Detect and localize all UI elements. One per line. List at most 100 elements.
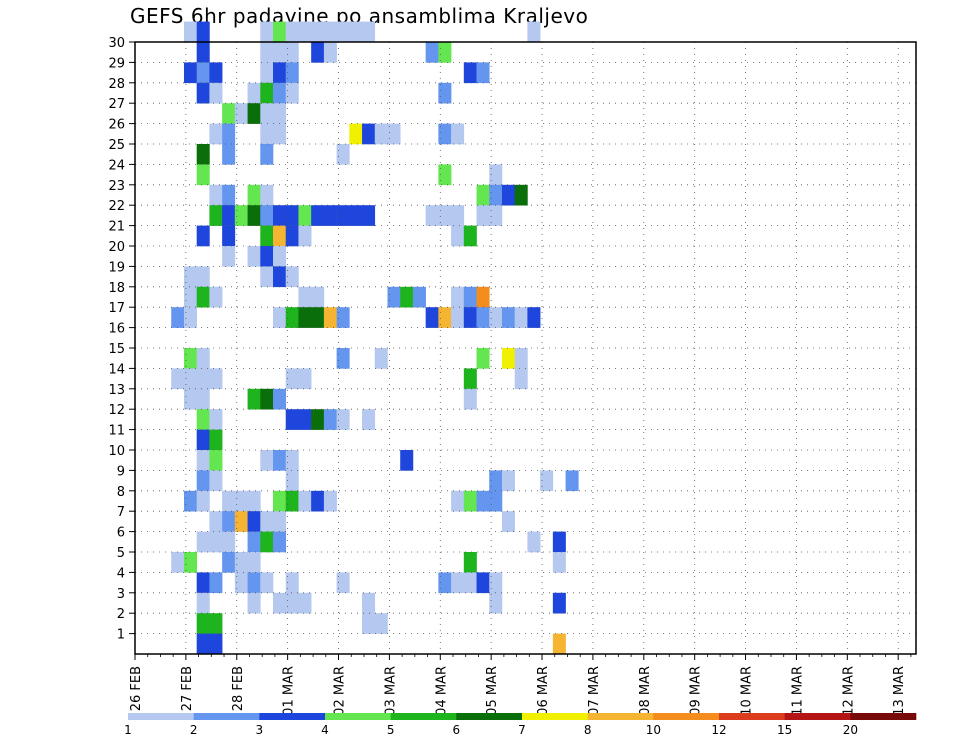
heatmap-cell [209,409,223,430]
heatmap-cell [273,246,287,267]
heatmap-cell [336,348,350,369]
heatmap-cell [514,368,528,390]
heatmap-cell [273,42,287,63]
colorbar-label: 4 [321,723,329,737]
heatmap-cell [298,592,312,614]
y-tick-label: 13 [108,383,125,398]
heatmap-cell [565,470,579,492]
heatmap-cell [209,123,223,145]
colorbar-label: 6 [453,723,461,737]
heatmap-cell [260,123,274,145]
heatmap-cell [183,21,197,43]
heatmap-cell [209,368,223,390]
heatmap-cell [183,368,197,390]
heatmap-cell [374,348,388,369]
heatmap-cell [451,225,465,247]
heatmap-cell [311,490,325,512]
x-tick-label: 09 MAR [689,666,704,716]
colorbar-label: 20 [843,723,858,737]
heatmap-cell [196,592,210,614]
heatmap-cell [247,552,261,573]
x-tick-label: 11 MAR [790,666,805,716]
heatmap-cell [387,286,401,308]
heatmap-cell [489,490,503,512]
heatmap-cell [400,450,414,471]
heatmap-cell [209,429,223,451]
x-tick-label: 04 MAR [434,666,449,716]
heatmap-cell [463,368,477,390]
heatmap-cell [463,572,477,594]
colorbar-label: 7 [518,723,526,737]
heatmap-cell [298,286,312,308]
y-tick-label: 2 [117,607,125,622]
heatmap-cell [273,21,287,43]
grid-group [135,41,916,654]
heatmap-cell [260,184,274,206]
heatmap-cell [234,490,248,512]
y-tick-label: 11 [108,424,125,439]
heatmap-cell [298,225,312,247]
heatmap-cell [171,552,185,573]
heatmap-cell [285,470,299,492]
heatmap-cell [260,266,274,288]
heatmap-cell [222,531,236,553]
heatmap-cell [234,511,248,532]
heatmap-cell [260,144,274,165]
heatmap-cell [311,409,325,430]
colorbar-label: 1 [124,723,132,737]
heatmap-cell [273,511,287,532]
heatmap-cell [209,511,223,532]
heatmap-cell [374,613,388,634]
heatmap-cell [425,307,439,328]
heatmap-cell [247,592,261,614]
heatmap-cell [196,572,210,594]
heatmap-cell [285,572,299,594]
heatmap-cell [489,470,503,492]
heatmap-cell [438,572,452,594]
heatmap-cell [540,470,554,492]
y-tick-label: 8 [117,485,125,500]
y-tick-label: 28 [108,77,125,92]
heatmap-cell [209,613,223,634]
heatmap-cell [196,144,210,165]
colorbar-segment [128,713,194,720]
heatmap-cell [273,531,287,553]
y-tick-label: 10 [108,444,125,459]
y-tick-label: 9 [117,464,125,479]
heatmap-cell [247,511,261,532]
heatmap-cell [183,307,197,328]
colorbar-label: 10 [646,723,661,737]
heatmap-cell [285,368,299,390]
heatmap-cell [336,572,350,594]
heatmap-cell [362,613,376,634]
heatmap-cell [514,348,528,369]
heatmap-cell [183,348,197,369]
heatmap-cell [196,633,210,655]
heatmap-cell [247,184,261,206]
heatmap-cell [463,225,477,247]
heatmap-cell [451,205,465,226]
x-tick-label: 05 MAR [485,666,500,716]
heatmap-cell [273,82,287,104]
heatmap-cell [451,286,465,308]
heatmap-cell [400,286,414,308]
heatmap-cell [260,572,274,594]
heatmap-cell [362,123,376,145]
x-tick-label: 10 MAR [740,666,755,716]
heatmap-cell [260,531,274,553]
heatmap-cell [438,82,452,104]
heatmap-cell [247,490,261,512]
heatmap-cell [476,572,490,594]
heatmap-cell [489,205,503,226]
heatmap-cell [336,144,350,165]
heatmap-cell [552,531,566,553]
colorbar-segment [653,713,720,720]
y-tick-label: 17 [108,301,125,316]
heatmap-cell [501,307,515,328]
heatmap-cell [222,184,236,206]
heatmap-cell [285,42,299,63]
heatmap-cell [298,205,312,226]
y-tick-label: 15 [108,342,125,357]
heatmap-cell [298,368,312,390]
heatmap-cell [209,633,223,655]
